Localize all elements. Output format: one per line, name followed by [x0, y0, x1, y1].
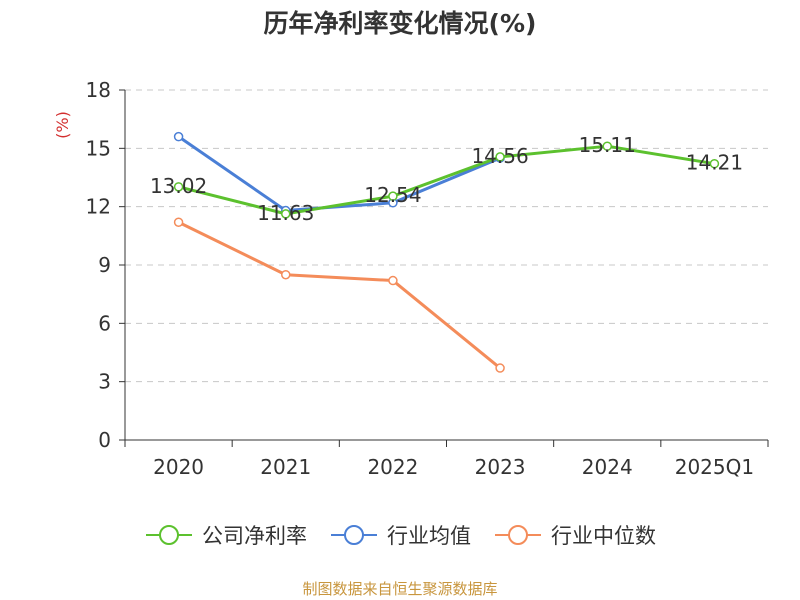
x-tick-label: 2021 — [260, 455, 311, 479]
y-tick-label: 12 — [86, 195, 111, 219]
data-label: 11.63 — [257, 201, 314, 225]
data-labels: 13.02 11.63 12.54 14.56 15.11 14.21 — [150, 133, 743, 225]
y-tick-label: 6 — [98, 311, 111, 335]
series-layer — [173, 131, 720, 373]
gridlines — [125, 89, 768, 383]
data-point — [388, 191, 398, 201]
y-axis-label: (%) — [53, 111, 72, 139]
data-label: 13.02 — [150, 174, 207, 198]
x-tick-label: 2024 — [582, 455, 633, 479]
data-label: 14.56 — [471, 144, 528, 168]
legend-label: 公司净利率 — [202, 524, 307, 548]
data-point — [173, 182, 184, 192]
legend-marker-icon — [495, 525, 541, 545]
data-point — [173, 217, 184, 227]
series-line — [177, 135, 501, 213]
x-tick-label: 2023 — [475, 455, 526, 479]
series-line — [178, 144, 715, 216]
data-label: 15.11 — [579, 133, 636, 157]
axes: 0 3 6 9 12 15 18 2020 2021 2022 2023 2024 2025Q1 (%) — [53, 78, 769, 479]
source-note: 制图数据来自恒生聚源数据库 — [302, 580, 498, 598]
y-tick-label: 3 — [98, 370, 111, 394]
data-point — [388, 275, 398, 286]
data-point — [495, 363, 505, 373]
legend-marker-icon — [146, 525, 192, 545]
legend-label: 行业中位数 — [551, 524, 656, 548]
x-tick-label: 2020 — [153, 455, 204, 479]
legend-item: 公司净利率 — [144, 520, 307, 550]
y-tick-label: 0 — [98, 428, 111, 452]
data-point — [602, 141, 612, 151]
y-tick-label: 18 — [86, 78, 111, 102]
legend-circle — [159, 525, 179, 545]
x-tick-label: 2025Q1 — [675, 455, 754, 479]
x-tick-label: 2022 — [367, 455, 418, 479]
legend-item: 行业中位数 — [493, 520, 656, 550]
chart-title: 历年净利率变化情况(%) — [263, 9, 537, 38]
y-tick-label: 9 — [98, 253, 111, 277]
legend-label: 行业均值 — [387, 524, 471, 548]
y-tick-label: 15 — [86, 136, 111, 160]
legend-circle — [344, 525, 364, 545]
series-line — [177, 220, 502, 370]
data-point — [173, 131, 184, 142]
data-label: 12.54 — [364, 183, 421, 207]
legend-marker-icon — [331, 525, 377, 545]
legend-circle — [508, 525, 528, 545]
data-label: 14.21 — [686, 151, 743, 175]
legend: 公司净利率 行业均值 行业中位数 — [0, 520, 800, 550]
legend-item: 行业均值 — [329, 520, 471, 550]
data-point — [281, 269, 291, 280]
data-point — [709, 158, 720, 169]
data-point — [495, 152, 505, 162]
data-point — [281, 209, 291, 219]
